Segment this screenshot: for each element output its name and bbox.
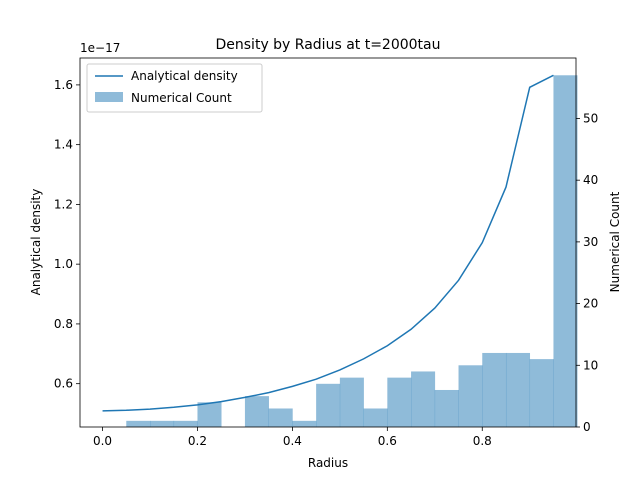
legend-label-bar: Numerical Count: [131, 91, 232, 105]
y-left-tick-label: 1.2: [54, 197, 73, 211]
y-right-tick-label: 10: [583, 358, 598, 372]
y-axis-label-left: Analytical density: [29, 189, 43, 296]
y-left-tick-label: 0.8: [54, 317, 73, 331]
histogram-bar: [529, 359, 554, 427]
histogram-bar: [316, 383, 341, 427]
y-right-tick-label: 40: [583, 173, 598, 187]
y-left-tick-label: 1.0: [54, 257, 73, 271]
legend-box: [86, 63, 263, 113]
histogram-bar: [387, 377, 412, 427]
histogram-bar: [434, 389, 459, 427]
y-right-tick-label: 30: [583, 235, 598, 249]
histogram-bar: [173, 420, 198, 427]
histogram-bar: [553, 75, 578, 428]
x-tick-label: 0.2: [188, 434, 207, 448]
y-right-tick-label: 50: [583, 111, 598, 125]
histogram-bar: [505, 352, 531, 427]
y-right-tick-label: 20: [583, 297, 598, 311]
y-axis-label-right: Numerical Count: [608, 191, 622, 292]
x-tick-label: 0.8: [473, 434, 492, 448]
x-tick-label: 0.6: [378, 434, 397, 448]
legend: Analytical density Numerical Count: [86, 63, 263, 113]
legend-label-line: Analytical density: [131, 69, 238, 83]
y-axis-left: 0.6 0.8 1.0 1.2 1.4 1.6: [54, 78, 80, 391]
y-left-tick-label: 1.4: [54, 138, 73, 152]
histogram-bar: [268, 408, 293, 427]
y-axis-right: 0 10 20 30 40 50: [576, 111, 598, 434]
histogram-bar: [150, 420, 175, 427]
histogram-bar: [363, 408, 388, 427]
histogram-bar: [458, 365, 483, 427]
histogram-bar: [339, 377, 364, 427]
density-line-path: [102, 74, 554, 412]
x-axis-label: Radius: [308, 456, 348, 470]
legend-bar-swatch: [95, 92, 123, 102]
y-right-tick-label: 0: [583, 420, 591, 434]
plot-frame: [79, 57, 577, 428]
histogram-bar: [292, 420, 317, 427]
x-tick-label: 0.4: [283, 434, 302, 448]
axis-multiplier: 1e−17: [80, 41, 120, 55]
histogram-bar: [244, 396, 269, 427]
y-left-tick-label: 1.6: [54, 78, 73, 92]
y-left-tick-label: 0.6: [54, 377, 73, 391]
histogram-bar: [197, 402, 222, 427]
x-axis: 0.0 0.2 0.4 0.6 0.8: [93, 427, 492, 448]
histogram-bars: [126, 75, 578, 428]
histogram-bar: [482, 352, 507, 427]
chart-title: Density by Radius at t=2000tau: [216, 37, 441, 53]
histogram-bar: [411, 371, 436, 427]
density-line: [102, 74, 554, 412]
x-tick-label: 0.0: [93, 434, 112, 448]
histogram-bar: [126, 420, 151, 427]
